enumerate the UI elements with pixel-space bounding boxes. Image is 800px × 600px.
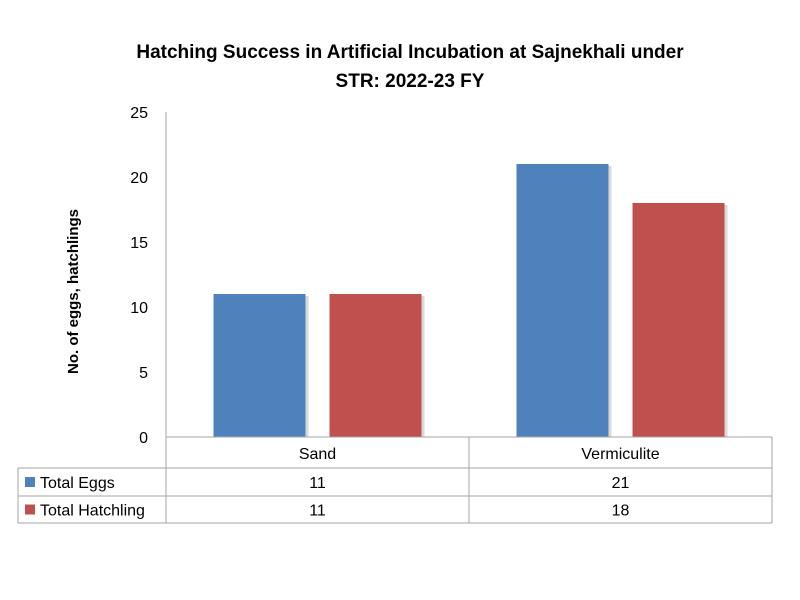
- x-tick-label-0: Sand: [299, 446, 336, 463]
- bar-total-eggs-sand: [213, 294, 306, 437]
- y-tick-label-3: 15: [130, 235, 148, 252]
- y-tick-label-4: 20: [130, 170, 148, 187]
- chart-title-line-2: STR: 2022-23 FY: [335, 71, 485, 92]
- bar-total-hatchling-vermiculite: [632, 203, 725, 437]
- y-tick-label-1: 5: [139, 365, 148, 382]
- chart-title-line-1: Hatching Success in Artificial Incubatio…: [136, 42, 684, 63]
- legend-swatch-0: [25, 477, 35, 487]
- data-label-0-0: 11: [309, 475, 326, 492]
- y-tick-label-0: 0: [139, 430, 148, 447]
- legend-label-0: Total Eggs: [40, 475, 115, 492]
- bar-total-hatchling-sand: [329, 294, 422, 437]
- chart-title: Hatching Success in Artificial Incubatio…: [60, 38, 760, 96]
- bar-total-eggs-vermiculite: [516, 164, 609, 437]
- y-tick-label-2: 10: [130, 300, 148, 317]
- data-label-1-1: 18: [612, 503, 630, 520]
- x-tick-label-1: Vermiculite: [581, 446, 659, 463]
- legend-label-1: Total Hatchling: [40, 503, 145, 520]
- data-label-1-0: 11: [309, 503, 326, 520]
- legend-swatch-1: [25, 504, 35, 515]
- y-tick-label-5: 25: [130, 105, 148, 122]
- y-axis-title: No. of eggs, hatchlings: [65, 209, 82, 374]
- data-label-0-1: 21: [612, 475, 630, 492]
